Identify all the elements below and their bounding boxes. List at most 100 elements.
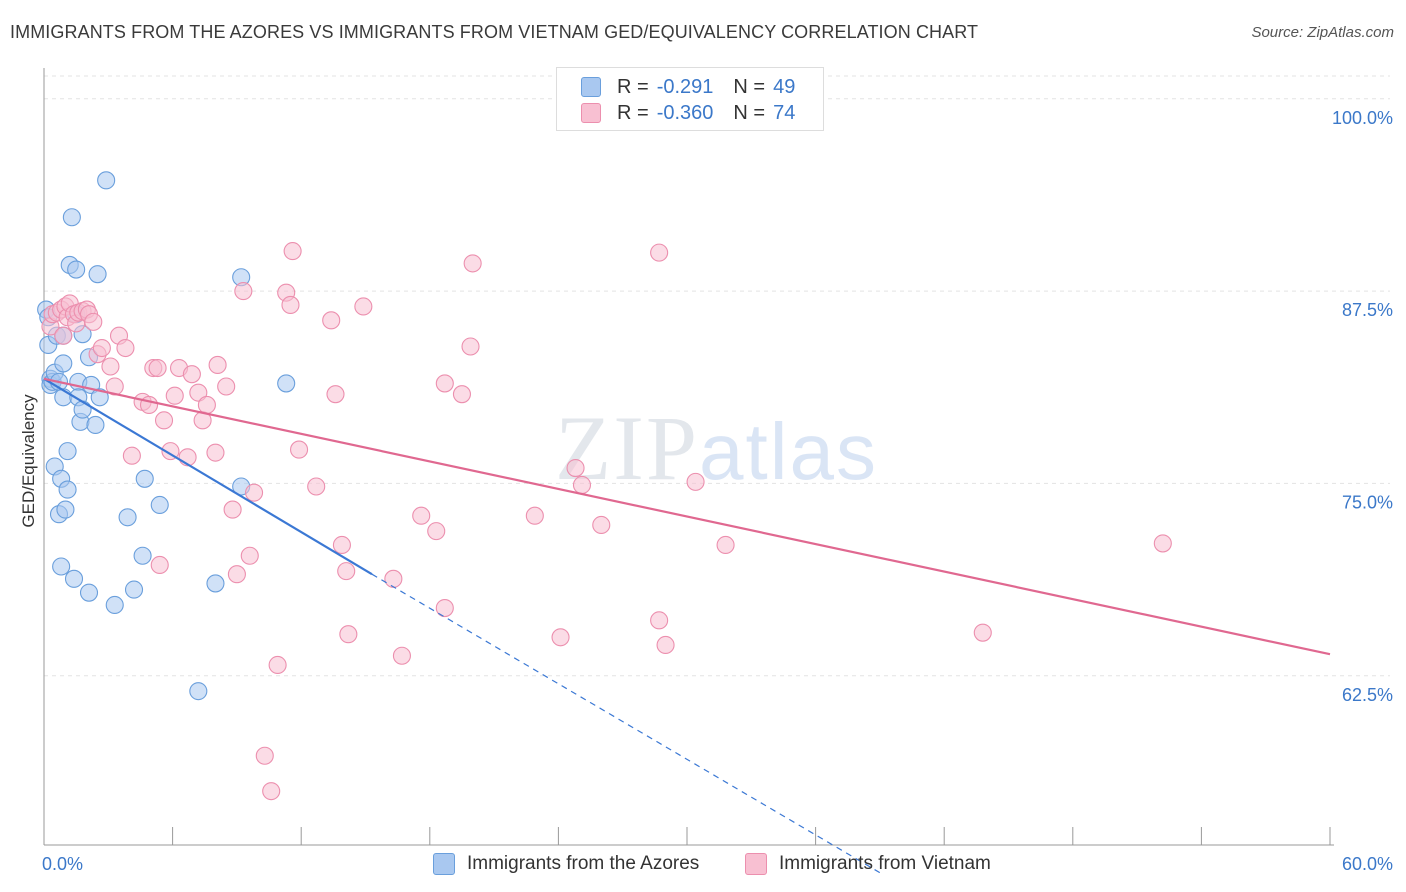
bottom-legend-azores: Immigrants from the Azores bbox=[433, 852, 699, 876]
azores-point bbox=[56, 500, 75, 519]
vietnam-point bbox=[1153, 534, 1172, 553]
vietnam-point bbox=[240, 546, 259, 565]
vietnam-point bbox=[244, 483, 264, 502]
vietnam-point bbox=[461, 337, 480, 356]
watermark-atlas: atlas bbox=[699, 407, 878, 496]
vietnam-point bbox=[54, 326, 73, 345]
legend-n-value-vietnam: 74 bbox=[773, 101, 796, 124]
y-tick-label: 100.0% bbox=[1332, 108, 1393, 128]
y-axis-label: GED/Equivalency bbox=[19, 394, 38, 528]
vietnam-point bbox=[427, 522, 446, 541]
azores-point bbox=[86, 415, 105, 435]
vietnam-point bbox=[101, 357, 120, 376]
vietnam-point bbox=[197, 395, 216, 415]
azores-point bbox=[79, 583, 99, 602]
vietnam-point bbox=[566, 458, 585, 478]
vietnam-point bbox=[217, 377, 236, 396]
vietnam-point bbox=[154, 411, 174, 430]
azores-point bbox=[118, 508, 137, 527]
vietnam-point bbox=[525, 506, 544, 525]
azores-point bbox=[150, 495, 169, 515]
vietnam-point bbox=[307, 477, 326, 496]
azores-point bbox=[133, 546, 152, 565]
x-tick-label: 0.0% bbox=[42, 854, 83, 874]
azores-point bbox=[90, 388, 109, 407]
vietnam-point bbox=[268, 655, 287, 675]
vietnam-point bbox=[161, 442, 180, 461]
vietnam-point bbox=[150, 555, 169, 575]
vietnam-point bbox=[973, 623, 992, 642]
azores-point bbox=[58, 480, 77, 499]
vietnam-point bbox=[189, 383, 208, 402]
vietnam-point bbox=[435, 374, 454, 393]
source-label: Source: ZipAtlas.com bbox=[1251, 24, 1394, 41]
vietnam-point bbox=[332, 535, 351, 555]
vietnam-point bbox=[384, 569, 403, 588]
vietnam-point bbox=[223, 500, 242, 519]
vietnam-point bbox=[592, 515, 611, 535]
vietnam-point bbox=[326, 385, 345, 404]
y-tick-label: 75.0% bbox=[1342, 492, 1393, 512]
y-tick-label: 62.5% bbox=[1342, 685, 1393, 705]
bottom-legend-vietnam: Immigrants from Vietnam bbox=[745, 852, 991, 876]
azores-point bbox=[58, 442, 77, 461]
azores-trendline-extension bbox=[371, 573, 881, 874]
vietnam-point bbox=[148, 358, 167, 378]
vietnam-point bbox=[283, 242, 302, 261]
azores-point bbox=[97, 171, 116, 190]
vietnam-point bbox=[182, 365, 201, 384]
azores-point bbox=[73, 400, 92, 419]
azores-point bbox=[206, 574, 225, 593]
vietnam-point bbox=[262, 782, 281, 801]
vietnam-trendline bbox=[43, 377, 1331, 656]
vietnam-point bbox=[281, 295, 300, 314]
vietnam-point bbox=[165, 386, 184, 405]
azores-point bbox=[124, 580, 144, 599]
vietnam-point bbox=[354, 297, 373, 316]
vietnam-point bbox=[716, 535, 735, 555]
vietnam-point bbox=[656, 635, 675, 655]
vietnam-point bbox=[234, 282, 253, 301]
vietnam-point bbox=[208, 355, 227, 375]
azores-trendline bbox=[43, 377, 373, 576]
vietnam-point bbox=[650, 611, 669, 630]
vietnam-point bbox=[84, 312, 103, 331]
legend-r-value-azores: -0.291 bbox=[656, 75, 714, 98]
legend-n-label: N = bbox=[733, 75, 766, 98]
bottom-legend-swatch-vietnam bbox=[745, 853, 767, 875]
legend-row-vietnam: R = -0.360 N = 74 bbox=[581, 100, 795, 126]
y-tick-label: 87.5% bbox=[1342, 300, 1393, 320]
vietnam-point bbox=[322, 311, 341, 330]
vietnam-point bbox=[116, 338, 135, 358]
legend-r-label: R = bbox=[617, 101, 649, 124]
azores-point bbox=[277, 374, 296, 393]
vietnam-point bbox=[337, 562, 356, 581]
vietnam-point bbox=[92, 338, 111, 358]
azores-point bbox=[62, 208, 81, 227]
vietnam-point bbox=[463, 254, 482, 273]
azores-point bbox=[54, 354, 73, 373]
vietnam-point bbox=[572, 475, 592, 495]
azores-point bbox=[64, 569, 84, 588]
legend-row-azores: R = -0.291 N = 49 bbox=[581, 74, 795, 100]
legend-r-value-vietnam: -0.360 bbox=[656, 101, 714, 124]
bottom-legend-swatch-azores bbox=[433, 853, 455, 875]
legend-swatch-vietnam bbox=[581, 103, 601, 123]
vietnam-point bbox=[551, 628, 570, 647]
azores-point bbox=[88, 265, 107, 284]
vietnam-point bbox=[650, 243, 669, 262]
vietnam-point bbox=[227, 565, 246, 584]
vietnam-point bbox=[392, 646, 411, 665]
legend-swatch-azores bbox=[581, 77, 601, 97]
vietnam-point bbox=[686, 472, 705, 491]
bottom-legend-label-vietnam: Immigrants from Vietnam bbox=[779, 853, 991, 874]
vietnam-point bbox=[435, 599, 454, 618]
azores-point bbox=[105, 595, 124, 615]
bottom-legend-label-azores: Immigrants from the Azores bbox=[467, 853, 700, 874]
legend-n-value-azores: 49 bbox=[773, 75, 796, 98]
vietnam-point bbox=[412, 506, 431, 525]
chart-title: IMMIGRANTS FROM THE AZORES VS IMMIGRANTS… bbox=[10, 22, 979, 42]
vietnam-point bbox=[339, 625, 358, 644]
azores-point bbox=[189, 682, 208, 701]
